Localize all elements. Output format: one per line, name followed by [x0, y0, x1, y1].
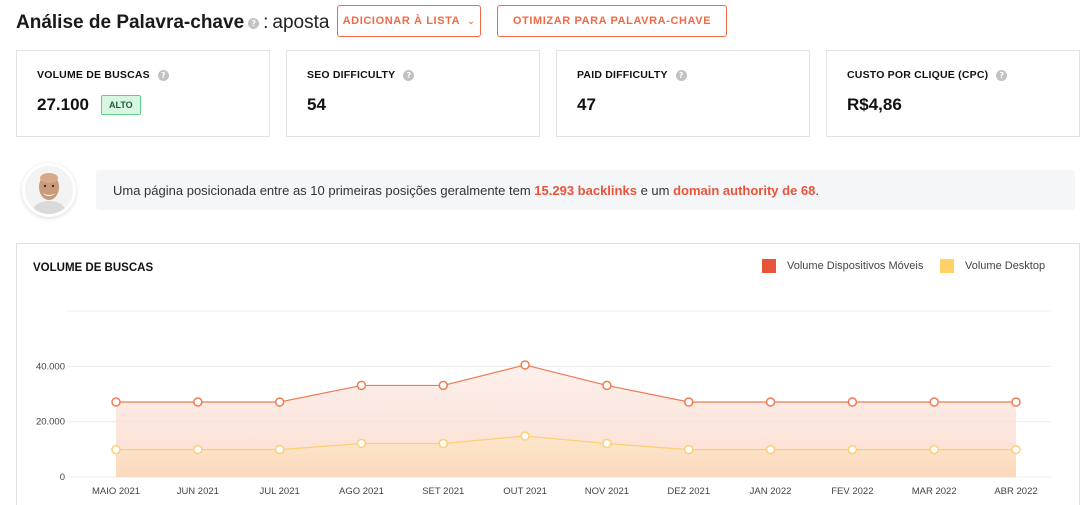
x-tick-label: ABR 2022	[994, 486, 1037, 497]
legend-item-mobile[interactable]: Volume Dispositivos Móveis	[762, 259, 923, 273]
data-point-desktop	[438, 438, 449, 449]
avatar-portrait-icon	[25, 166, 73, 214]
legend-label-mobile: Volume Dispositivos Móveis	[787, 260, 924, 272]
x-tick-label: MAR 2022	[912, 486, 957, 497]
metric-card-cpc: CUSTO POR CLIQUE (CPC) ? R$4,86	[826, 50, 1080, 137]
x-tick-label: DEZ 2021	[667, 486, 710, 497]
data-point-desktop	[111, 444, 121, 455]
chart-title: VOLUME DE BUSCAS	[33, 262, 154, 274]
metric-label-wrap: VOLUME DE BUSCAS ?	[37, 69, 249, 81]
x-tick-label: NOV 2021	[585, 486, 629, 497]
data-point-desktop	[765, 444, 776, 455]
data-point-mobile	[438, 380, 449, 391]
keyword-text: aposta	[272, 12, 330, 33]
x-tick-label: AGO 2021	[339, 486, 384, 497]
metric-value-wrap: R$4,86	[847, 95, 1059, 115]
x-tick-label: JUL 2021	[259, 486, 299, 497]
metric-value: 27.100	[37, 95, 89, 114]
metric-card-paid-difficulty: PAID DIFFICULTY ? 47	[556, 50, 810, 137]
data-point-desktop	[602, 438, 612, 449]
legend-item-desktop[interactable]: Volume Desktop	[940, 259, 1045, 273]
domain-authority: domain authority de 68	[673, 182, 816, 198]
metric-label-wrap: CUSTO POR CLIQUE (CPC) ?	[847, 69, 1059, 81]
search-volume-chart: 0 20.000 40.000 MAIO 2021 JUN 2021 JUL 2021 AG…	[36, 310, 1051, 497]
x-tick-label: OUT 2021	[503, 486, 547, 497]
data-point-mobile	[602, 380, 612, 391]
y-tick-label: 20.000	[36, 417, 65, 428]
help-icon[interactable]: ?	[248, 17, 260, 29]
help-icon[interactable]: ?	[403, 69, 415, 81]
data-point-mobile	[274, 397, 285, 407]
title-separator: :	[263, 12, 269, 33]
legend-swatch-mobile	[762, 259, 776, 273]
data-point-desktop	[356, 438, 367, 449]
data-point-desktop	[274, 444, 285, 455]
legend-label-desktop: Volume Desktop	[965, 260, 1046, 272]
page-title: Análise de Palavra-chave	[16, 12, 245, 33]
x-tick-label: FEV 2022	[831, 486, 873, 497]
x-tick-label: MAIO 2021	[92, 486, 140, 497]
metric-value: R$4,86	[847, 95, 902, 114]
help-icon[interactable]: ?	[157, 69, 169, 81]
volume-level-badge: ALTO	[101, 95, 141, 115]
line-desktop	[116, 435, 1016, 451]
y-tick-label: 40.000	[36, 361, 65, 372]
metric-label-wrap: PAID DIFFICULTY ?	[577, 69, 789, 81]
help-icon[interactable]: ?	[996, 69, 1008, 81]
data-point-mobile	[520, 360, 530, 370]
x-tick-label: JAN 2022	[750, 486, 792, 497]
metric-label: VOLUME DE BUSCAS	[37, 69, 150, 81]
legend-swatch-desktop	[940, 259, 954, 273]
add-to-list-label: ADICIONAR À LISTA	[342, 15, 461, 27]
help-icon[interactable]: ?	[675, 69, 687, 81]
backlinks-count: 15.293 backlinks	[534, 182, 637, 198]
metric-card-search-volume: VOLUME DE BUSCAS ? 27.100 ALTO	[16, 50, 270, 137]
data-point-mobile	[193, 397, 203, 407]
x-tick-label: SET 2021	[422, 486, 464, 497]
search-volume-chart-panel: VOLUME DE BUSCAS Volume Dispositivos Móv…	[16, 243, 1080, 505]
optimize-keyword-button[interactable]: OTIMIZAR PARA PALAVRA-CHAVE	[497, 5, 727, 37]
insight-middle: e um	[640, 182, 670, 198]
chevron-down-icon: ⌄	[467, 15, 476, 26]
data-point-mobile	[765, 397, 776, 407]
data-point-desktop	[193, 444, 203, 455]
data-point-mobile	[111, 397, 121, 407]
x-tick-label: JUN 2021	[177, 486, 219, 497]
area-desktop	[116, 436, 1016, 477]
metric-value: 54	[307, 95, 326, 114]
data-point-desktop	[929, 444, 939, 455]
add-to-list-button[interactable]: ADICIONAR À LISTA ⌄	[337, 5, 481, 37]
data-point-mobile	[929, 397, 939, 407]
data-point-desktop	[1011, 444, 1021, 455]
data-point-desktop	[520, 431, 530, 441]
line-mobile	[116, 364, 1016, 403]
metric-label: SEO DIFFICULTY	[307, 69, 396, 81]
metric-value: 47	[577, 95, 596, 114]
metric-value-wrap: 27.100 ALTO	[37, 95, 249, 115]
data-point-desktop	[683, 444, 694, 455]
avatar	[22, 163, 76, 217]
metric-value-wrap: 47	[577, 95, 789, 115]
metric-label: PAID DIFFICULTY	[577, 69, 668, 81]
optimize-keyword-label: OTIMIZAR PARA PALAVRA-CHAVE	[512, 15, 712, 27]
y-tick-label: 0	[60, 472, 65, 483]
insight-suffix: .	[815, 182, 820, 198]
insight-prefix: Uma página posicionada entre as 10 prime…	[113, 182, 531, 198]
data-point-desktop	[847, 444, 858, 455]
backlinks-insight: Uma página posicionada entre as 10 prime…	[96, 170, 1075, 210]
page-header: Análise de Palavra-chave ? : aposta	[16, 8, 329, 38]
data-point-mobile	[847, 397, 858, 407]
data-point-mobile	[683, 397, 694, 407]
metric-label: CUSTO POR CLIQUE (CPC)	[847, 69, 989, 81]
metric-value-wrap: 54	[307, 95, 519, 115]
data-point-mobile	[1011, 397, 1021, 407]
metric-label-wrap: SEO DIFFICULTY ?	[307, 69, 519, 81]
data-point-mobile	[356, 380, 367, 391]
metric-card-seo-difficulty: SEO DIFFICULTY ? 54	[286, 50, 540, 137]
